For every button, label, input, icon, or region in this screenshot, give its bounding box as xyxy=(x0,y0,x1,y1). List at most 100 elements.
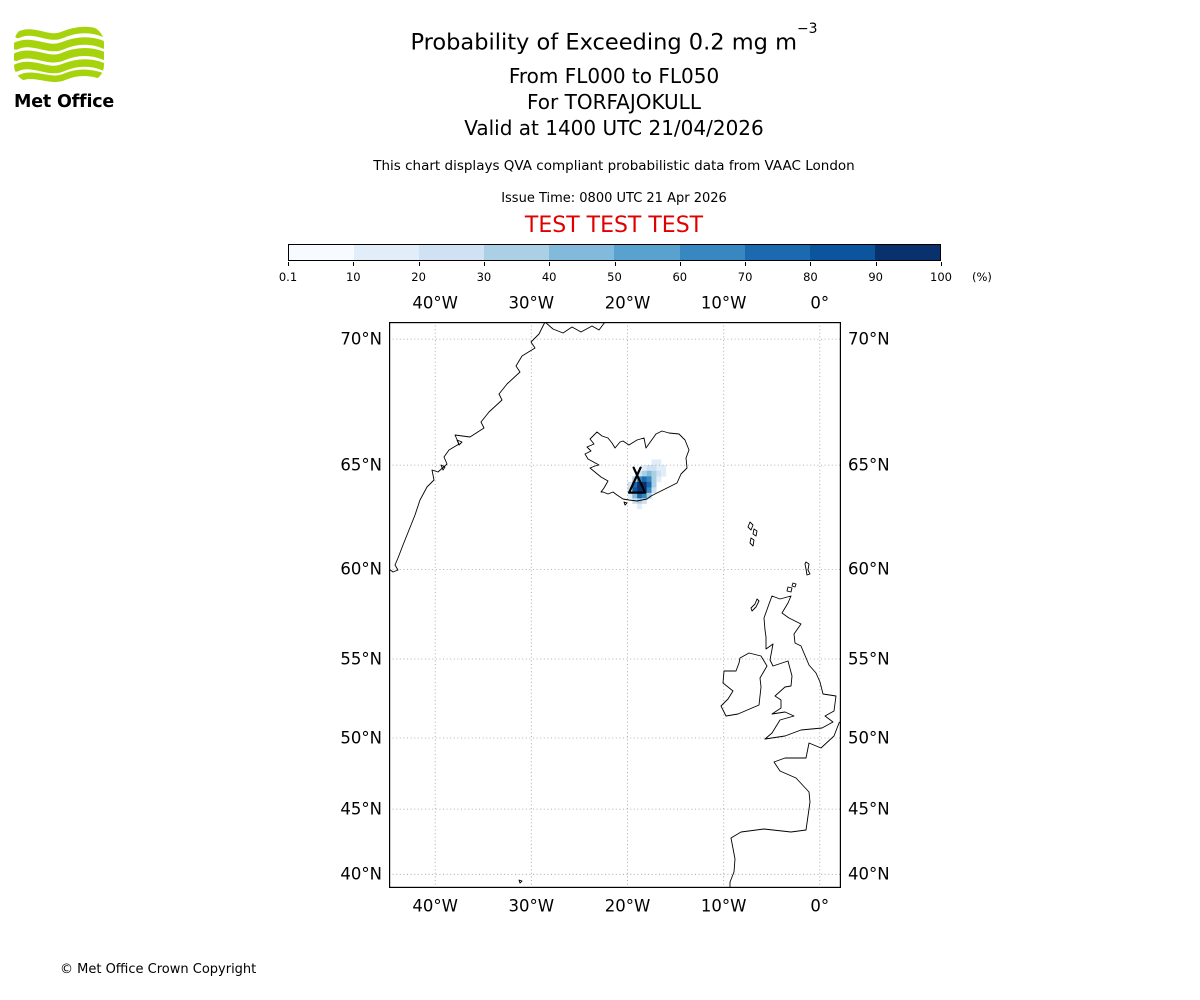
lon-label-bottom: 40°W xyxy=(412,896,458,916)
probability-cell xyxy=(637,481,643,488)
map-frame xyxy=(389,322,841,888)
colorbar-tick-label: 50 xyxy=(607,270,622,284)
colorbar-tickmark xyxy=(941,262,942,266)
description-text: This chart displays QVA compliant probab… xyxy=(373,158,855,174)
probability-cell xyxy=(651,465,657,471)
colorbar-tickmark xyxy=(810,262,812,266)
colorbar-segment xyxy=(354,245,420,260)
probability-cell xyxy=(637,498,643,504)
met-office-logo-icon xyxy=(14,26,104,82)
probability-cell xyxy=(637,492,643,499)
probability-cell xyxy=(632,481,638,488)
lon-label-top: 40°W xyxy=(412,293,458,313)
subtitle-volcano: For TORFAJOKULL xyxy=(527,90,701,114)
colorbar-tickmark xyxy=(875,262,877,266)
probability-cell xyxy=(651,476,657,483)
colorbar-tick-label: 0.1 xyxy=(278,270,298,284)
met-office-logo: Met Office xyxy=(14,26,124,112)
colorbar-tickmark xyxy=(353,262,355,266)
volcano-marker xyxy=(628,466,647,494)
colorbar-tickmark xyxy=(679,262,681,266)
probability-cell xyxy=(637,503,643,510)
colorbar-tickmark xyxy=(614,262,616,266)
probability-cell xyxy=(656,470,662,477)
colorbar-tick-label: 70 xyxy=(737,270,753,284)
colorbar-segment xyxy=(679,245,745,260)
lat-label-left: 40°N xyxy=(340,864,382,884)
colorbar-segment xyxy=(289,245,355,260)
probability-cell xyxy=(641,481,647,488)
probability-cell xyxy=(661,465,667,471)
probability-cell xyxy=(651,487,657,494)
lon-label-top: 0° xyxy=(810,293,830,313)
lon-label-bottom: 0° xyxy=(810,896,830,916)
probability-cell xyxy=(632,487,638,494)
lat-label-right: 50°N xyxy=(848,728,890,748)
lat-label-right: 40°N xyxy=(848,864,890,884)
page-title-exponent: −3 xyxy=(797,21,818,38)
probability-cell xyxy=(641,498,647,504)
probability-cell xyxy=(641,470,647,477)
colorbar-tick-label: 30 xyxy=(476,270,492,284)
probability-cell xyxy=(646,492,652,499)
colorbar-tick-label: 60 xyxy=(672,270,688,284)
probability-cell xyxy=(661,470,667,477)
colorbar-segment xyxy=(484,245,550,260)
probability-cell xyxy=(627,481,633,488)
page-title: Probability of Exceeding 0.2 mg m−3 xyxy=(28,21,1200,56)
map-canvas xyxy=(388,321,842,888)
lat-label-right: 70°N xyxy=(848,329,890,349)
probability-cell xyxy=(656,476,662,483)
probability-cell xyxy=(641,492,647,499)
colorbar-segments xyxy=(288,244,941,261)
colorbar-tickmark xyxy=(483,262,485,266)
colorbar-tickmark xyxy=(288,262,289,266)
subtitle-valid-time: Valid at 1400 UTC 21/04/2026 xyxy=(464,116,764,140)
colorbar-segment xyxy=(874,245,940,260)
colorbar-tick-label: 10 xyxy=(345,270,361,284)
lat-label-right: 55°N xyxy=(848,649,890,669)
probability-cell xyxy=(632,492,638,499)
probability-cell xyxy=(651,470,657,477)
probability-cell xyxy=(646,465,652,471)
probability-cell xyxy=(637,487,643,494)
colorbar-tickmark xyxy=(745,262,747,266)
lon-label-top: 30°W xyxy=(508,293,555,313)
probability-cell xyxy=(627,492,633,499)
page-title-text: Probability of Exceeding 0.2 mg m xyxy=(410,29,797,56)
coastlines xyxy=(388,321,842,888)
probability-cell xyxy=(656,459,662,466)
colorbar-segment xyxy=(744,245,810,260)
colorbar-tick-label: 80 xyxy=(803,270,818,284)
colorbar-tick-label: 90 xyxy=(868,270,884,284)
lon-label-bottom: 10°W xyxy=(700,896,747,916)
colorbar-tick-label: 100 xyxy=(930,270,952,284)
lat-label-left: 55°N xyxy=(340,649,382,669)
lon-label-top: 10°W xyxy=(700,293,747,313)
map xyxy=(388,321,842,888)
colorbar-unit: (%) xyxy=(972,270,992,284)
test-banner: TEST TEST TEST xyxy=(524,213,704,238)
lon-label-bottom: 30°W xyxy=(508,896,555,916)
probability-cell xyxy=(656,465,662,471)
lat-label-left: 45°N xyxy=(340,799,382,819)
issue-time: Issue Time: 0800 UTC 21 Apr 2026 xyxy=(501,191,727,206)
lat-label-left: 65°N xyxy=(340,455,382,475)
lon-label-bottom: 20°W xyxy=(604,896,651,916)
colorbar-tick-label: 40 xyxy=(541,270,557,284)
probability-cell xyxy=(646,487,652,494)
met-office-wordmark: Met Office xyxy=(14,92,115,112)
colorbar-ticks: 0.1 10 20 30 40 50 60 70 80 90 100 xyxy=(279,244,952,288)
lat-label-right: 45°N xyxy=(848,799,890,819)
copyright-text: © Met Office Crown Copyright xyxy=(60,962,257,977)
colorbar-segment xyxy=(549,245,615,260)
probability-cell xyxy=(641,476,647,483)
colorbar-tickmark xyxy=(418,262,420,266)
colorbar-tickmark xyxy=(549,262,551,266)
probability-cell xyxy=(646,470,652,477)
subtitle-flight-levels: From FL000 to FL050 xyxy=(508,64,720,88)
colorbar: 0.1 10 20 30 40 50 60 70 80 90 100 (%) xyxy=(279,244,1028,288)
colorbar-segment xyxy=(614,245,680,260)
lat-label-right: 60°N xyxy=(848,559,890,579)
